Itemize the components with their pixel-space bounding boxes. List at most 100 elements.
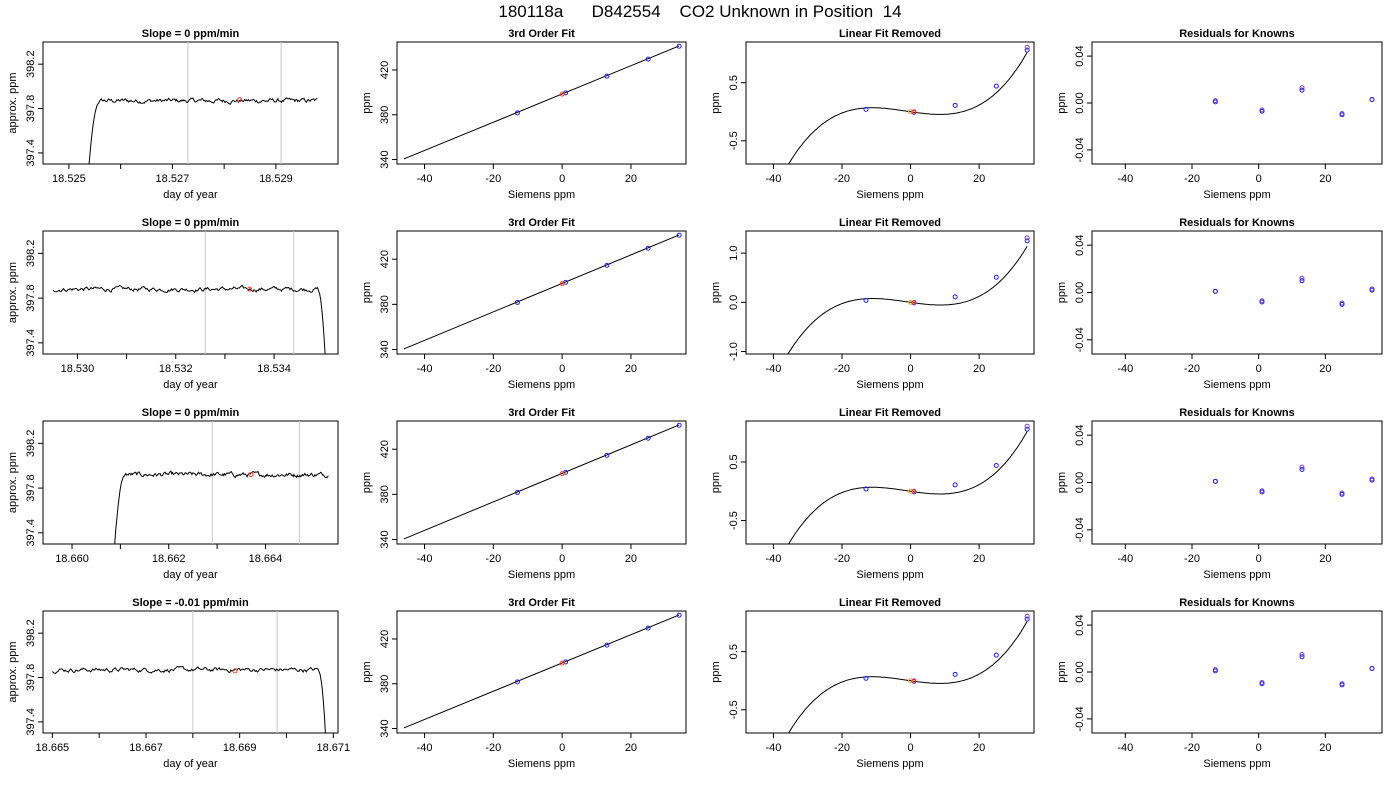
plot-frame: [1091, 420, 1383, 545]
y-tick-label: -0.04: [1074, 517, 1086, 542]
plot-frame: [745, 230, 1035, 355]
x-tick-label: -40: [417, 553, 433, 565]
panel-title: Residuals for Knowns: [1179, 217, 1295, 229]
x-axis-label: day of year: [163, 379, 218, 391]
x-tick-label: 0: [1256, 553, 1262, 565]
x-tick-label: -20: [834, 553, 850, 565]
panel-title: 3rd Order Fit: [508, 407, 575, 419]
x-tick-label: -40: [417, 173, 433, 185]
panel-3-0: Residuals for Knowns -40 -20 0 20 -0.04 0.00 0.…: [1056, 28, 1383, 201]
y-tick-label: 1.0: [728, 245, 740, 260]
y-tick-label: -0.04: [1074, 706, 1086, 731]
x-tick-label: 18.664: [249, 553, 283, 565]
plot-area: [1212, 275, 1375, 307]
y-axis-label: ppm: [1056, 92, 1068, 113]
x-tick-label: 20: [625, 173, 637, 185]
plot-frame: [1091, 610, 1383, 734]
plot-frame: [396, 41, 687, 165]
x-tick-label: 0: [908, 173, 914, 185]
y-axis-label: ppm: [361, 472, 373, 493]
x-tick-label: 18.529: [259, 173, 293, 185]
unknown-point: [911, 109, 917, 115]
y-tick-label: 380: [379, 295, 391, 313]
residual-point: [1339, 112, 1345, 118]
x-tick-label: 0: [1256, 742, 1262, 754]
plot-area: [788, 423, 1030, 544]
x-tick-label: 18.660: [55, 553, 89, 565]
known-point: [952, 102, 958, 108]
plot-area: [403, 232, 682, 350]
x-axis-label: Siemens ppm: [856, 189, 923, 201]
y-tick-label: 420: [379, 250, 391, 268]
known-point: [604, 642, 610, 648]
y-tick-label: 0.5: [728, 454, 740, 469]
unknown-point: [911, 299, 917, 305]
panel-0-2: Slope = 0 ppm/min 18.660 18.662 18.664 397.4…: [7, 407, 339, 581]
x-tick-label: 0: [559, 553, 565, 565]
panel-0-1: Slope = 0 ppm/min 18.530 18.532 18.534 397.4…: [7, 217, 339, 391]
x-tick-label: 0: [908, 363, 914, 375]
residual-curve: [788, 52, 1028, 164]
residual-point: [1339, 682, 1345, 688]
unknown-point: [908, 299, 914, 305]
y-tick-label: -1.0: [728, 342, 740, 361]
plot-area: [88, 42, 318, 164]
plot-frame: [1091, 41, 1383, 165]
y-tick-label: 397.4: [25, 519, 37, 547]
y-axis-label: approx. ppm: [7, 641, 19, 702]
y-tick-label: 340: [379, 719, 391, 737]
y-tick-label: 0.00: [1074, 92, 1086, 113]
panel-grid: Slope = 0 ppm/min 18.525 18.527 18.529 397.4…: [7, 28, 1383, 770]
y-tick-label: 398.2: [25, 240, 37, 268]
x-tick-label: -40: [417, 363, 433, 375]
panel-2-2: Linear Fit Removed -40 -20 0 20 -0.5 0.5 Siemen…: [710, 407, 1035, 581]
plot-frame: [745, 41, 1035, 165]
x-tick-label: 18.530: [61, 363, 95, 375]
y-tick-label: 0.5: [728, 75, 740, 90]
plot-area: [52, 231, 326, 354]
unknown-marker: [248, 472, 254, 478]
panel-title: Residuals for Knowns: [1179, 407, 1295, 419]
panel-title: Residuals for Knowns: [1179, 597, 1295, 609]
known-point: [1024, 47, 1030, 53]
co2-trace: [52, 284, 326, 354]
plot-area: [52, 611, 326, 733]
y-tick-label: 420: [379, 630, 391, 648]
x-tick-label: 20: [1319, 742, 1331, 754]
x-axis-label: Siemens ppm: [1203, 569, 1270, 581]
known-point: [676, 43, 682, 49]
panel-3-2: Residuals for Knowns -40 -20 0 20 -0.04 0.00 0.…: [1056, 407, 1383, 581]
plot-frame: [745, 610, 1035, 734]
y-tick-label: 397.8: [25, 664, 37, 692]
panel-title: Slope = 0 ppm/min: [142, 217, 240, 229]
panel-3-1: Residuals for Knowns -40 -20 0 20 -0.04 0.00 0.…: [1056, 217, 1383, 391]
y-tick-label: 0.00: [1074, 282, 1086, 303]
x-tick-label: -40: [1117, 363, 1133, 375]
plot-frame: [42, 230, 339, 355]
known-point: [863, 297, 869, 303]
residual-point: [1369, 477, 1375, 483]
x-tick-label: 18.665: [36, 742, 70, 754]
known-point: [993, 274, 999, 280]
known-point: [863, 106, 869, 112]
y-tick-label: 397.4: [25, 329, 37, 357]
residual-point: [1259, 108, 1265, 114]
panel-title: Linear Fit Removed: [839, 217, 941, 229]
unknown-point: [908, 488, 914, 494]
panel-title: Slope = 0 ppm/min: [142, 407, 240, 419]
panel-0-3: Slope = -0.01 ppm/min 18.665 18.667 18.669 1…: [7, 597, 350, 770]
x-tick-label: -40: [1117, 742, 1133, 754]
residual-point: [1212, 99, 1218, 105]
x-tick-label: 18.532: [159, 363, 193, 375]
x-tick-label: -20: [834, 173, 850, 185]
x-tick-label: 18.527: [156, 173, 190, 185]
fit-line: [403, 234, 680, 350]
x-tick-label: 20: [1319, 173, 1331, 185]
x-tick-label: 20: [973, 363, 985, 375]
residual-point: [1212, 478, 1218, 484]
x-tick-label: 20: [625, 553, 637, 565]
y-tick-label: 380: [379, 106, 391, 124]
x-axis-label: Siemens ppm: [508, 569, 575, 581]
plot-area: [1212, 85, 1375, 118]
plot-frame: [42, 41, 339, 165]
